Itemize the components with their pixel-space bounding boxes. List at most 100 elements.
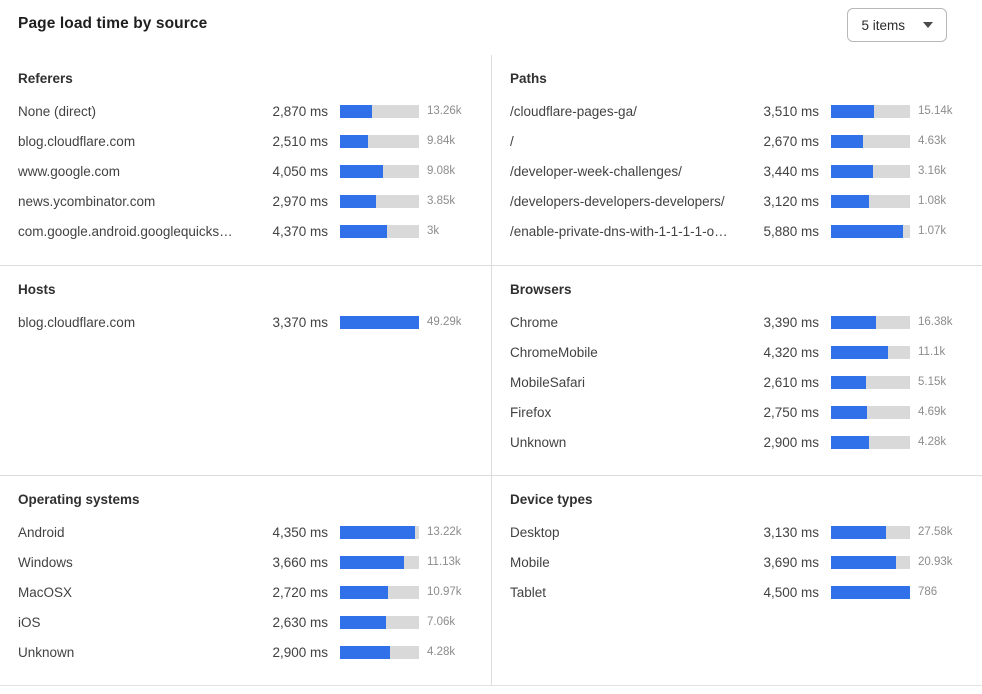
row-bar-fill xyxy=(831,585,910,599)
row-label: MobileSafari xyxy=(510,374,586,390)
row-count-value: 13.26k xyxy=(427,105,462,117)
row-time-value: 2,610 ms xyxy=(763,374,819,390)
metric-row[interactable]: MacOSX 2,720 ms 10.97k xyxy=(18,577,475,607)
row-label: www.google.com xyxy=(18,163,121,179)
row-bar-fill xyxy=(340,134,369,148)
row-label: Mobile xyxy=(510,554,550,570)
row-label: /developer-week-challenges/ xyxy=(510,163,682,179)
metric-row[interactable]: blog.cloudflare.com 2,510 ms 9.84k xyxy=(18,126,475,156)
row-bar-track xyxy=(340,104,419,118)
metric-row[interactable]: news.ycombinator.com 2,970 ms 3.85k xyxy=(18,186,475,216)
metric-row[interactable]: / 2,670 ms 4.63k xyxy=(510,126,966,156)
metric-row[interactable]: /enable-private-dns-with-1-1-1-1-on-... … xyxy=(510,216,966,246)
row-count-value: 3k xyxy=(427,225,440,237)
metric-row[interactable]: /cloudflare-pages-ga/ 3,510 ms 15.14k xyxy=(510,96,966,126)
page-title: Page load time by source xyxy=(18,15,208,32)
row-bar-track xyxy=(340,224,419,238)
row-time-value: 2,900 ms xyxy=(272,644,328,660)
row-label: / xyxy=(510,133,514,149)
row-bar-fill xyxy=(340,315,419,329)
section-hosts: Hosts blog.cloudflare.com 3,370 ms 49.29… xyxy=(0,265,491,475)
row-time-value: 3,390 ms xyxy=(763,314,819,330)
section-title: Operating systems xyxy=(18,492,140,507)
section-rows: None (direct) 2,870 ms 13.26k blog.cloud… xyxy=(18,96,475,246)
row-count-value: 7.06k xyxy=(427,616,456,628)
metric-row[interactable]: iOS 2,630 ms 7.06k xyxy=(18,607,475,637)
row-label: iOS xyxy=(18,614,41,630)
metric-row[interactable]: www.google.com 4,050 ms 9.08k xyxy=(18,156,475,186)
row-count-value: 3.16k xyxy=(918,165,947,177)
row-count-value: 4.28k xyxy=(427,646,456,658)
row-bar-track xyxy=(340,134,419,148)
row-bar-track xyxy=(340,645,419,659)
row-label: Chrome xyxy=(510,314,559,330)
row-bar-fill xyxy=(831,104,874,118)
metric-row[interactable]: MobileSafari 2,610 ms 5.15k xyxy=(510,367,966,397)
row-label: ChromeMobile xyxy=(510,344,598,360)
section-title: Paths xyxy=(510,71,547,86)
row-bar-track xyxy=(831,555,910,569)
row-bar-fill xyxy=(340,104,373,118)
row-bar-track xyxy=(831,315,910,329)
row-time-value: 3,130 ms xyxy=(763,524,819,540)
row-time-value: 3,510 ms xyxy=(763,103,819,119)
row-time-value: 3,120 ms xyxy=(763,193,819,209)
row-time-value: 2,510 ms xyxy=(272,133,328,149)
row-label: blog.cloudflare.com xyxy=(18,133,136,149)
section-rows: blog.cloudflare.com 3,370 ms 49.29k xyxy=(18,307,475,337)
metric-row[interactable]: Unknown 2,900 ms 4.28k xyxy=(510,427,966,457)
row-bar-track xyxy=(831,164,910,178)
section-rows: Chrome 3,390 ms 16.38k ChromeMobile 4,32… xyxy=(510,307,966,457)
row-count-value: 5.15k xyxy=(918,376,947,388)
metric-row[interactable]: /developers-developers-developers/ 3,120… xyxy=(510,186,966,216)
row-bar-fill xyxy=(831,405,868,419)
row-bar-track xyxy=(340,194,419,208)
section-referers: Referers None (direct) 2,870 ms 13.26k b… xyxy=(0,55,491,265)
row-time-value: 3,370 ms xyxy=(272,314,328,330)
row-count-value: 11.1k xyxy=(918,346,946,358)
row-label: /cloudflare-pages-ga/ xyxy=(510,103,637,119)
items-count-dropdown[interactable]: 5 items xyxy=(847,8,947,42)
row-count-value: 20.93k xyxy=(918,556,953,568)
section-rows: /cloudflare-pages-ga/ 3,510 ms 15.14k / … xyxy=(510,96,966,246)
metric-row[interactable]: blog.cloudflare.com 3,370 ms 49.29k xyxy=(18,307,475,337)
row-time-value: 4,370 ms xyxy=(272,223,328,239)
section-operating-systems: Operating systems Android 4,350 ms 13.22… xyxy=(0,475,491,685)
row-time-value: 4,350 ms xyxy=(272,524,328,540)
row-time-value: 2,720 ms xyxy=(272,584,328,600)
row-bar-track xyxy=(831,194,910,208)
metric-row[interactable]: Windows 3,660 ms 11.13k xyxy=(18,547,475,577)
metric-row[interactable]: None (direct) 2,870 ms 13.26k xyxy=(18,96,475,126)
row-bar-fill xyxy=(831,435,869,449)
row-count-value: 1.07k xyxy=(918,225,947,237)
metric-row[interactable]: Chrome 3,390 ms 16.38k xyxy=(510,307,966,337)
row-label: /developers-developers-developers/ xyxy=(510,193,725,209)
row-bar-fill xyxy=(831,194,869,208)
chevron-down-icon xyxy=(923,22,933,28)
row-count-value: 15.14k xyxy=(918,105,953,117)
metric-row[interactable]: Android 4,350 ms 13.22k xyxy=(18,517,475,547)
row-count-value: 9.84k xyxy=(427,135,456,147)
row-label: Android xyxy=(18,524,65,540)
metric-row[interactable]: Tablet 4,500 ms 786 xyxy=(510,577,966,607)
metric-row[interactable]: Mobile 3,690 ms 20.93k xyxy=(510,547,966,577)
metric-row[interactable]: ChromeMobile 4,320 ms 11.1k xyxy=(510,337,966,367)
row-bar-fill xyxy=(831,164,873,178)
metric-row[interactable]: com.google.android.googlequicksearc... 4… xyxy=(18,216,475,246)
row-bar-track xyxy=(340,555,419,569)
row-bar-track xyxy=(831,375,910,389)
row-bar-fill xyxy=(831,555,896,569)
row-bar-track xyxy=(340,585,419,599)
section-browsers: Browsers Chrome 3,390 ms 16.38k ChromeMo… xyxy=(491,265,982,475)
row-time-value: 4,320 ms xyxy=(763,344,819,360)
metric-row[interactable]: Unknown 2,900 ms 4.28k xyxy=(18,637,475,667)
metric-row[interactable]: Firefox 2,750 ms 4.69k xyxy=(510,397,966,427)
metric-row[interactable]: /developer-week-challenges/ 3,440 ms 3.1… xyxy=(510,156,966,186)
row-bar-fill xyxy=(831,375,866,389)
row-bar-fill xyxy=(831,345,888,359)
sections-grid: Referers None (direct) 2,870 ms 13.26k b… xyxy=(0,55,982,686)
row-label: blog.cloudflare.com xyxy=(18,314,136,330)
panel-header: Page load time by source 5 items xyxy=(0,0,982,55)
metric-row[interactable]: Desktop 3,130 ms 27.58k xyxy=(510,517,966,547)
